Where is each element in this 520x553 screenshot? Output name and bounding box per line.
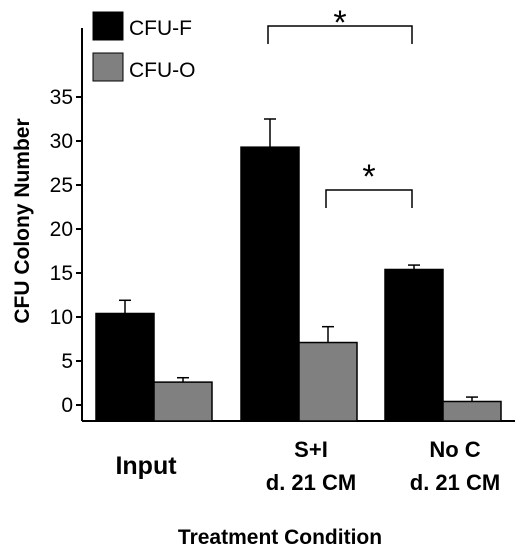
- y-tick-label: 0: [61, 394, 73, 417]
- bar-cfu-o: [153, 381, 213, 422]
- category-label: Input: [115, 452, 177, 480]
- y-tick-label: 30: [50, 130, 73, 153]
- y-tick-label: 35: [50, 86, 73, 109]
- x-axis-title: Treatment Condition: [178, 526, 382, 549]
- legend-swatch-cfu-o: [92, 52, 124, 82]
- significance-star: *: [333, 4, 346, 42]
- category-label: No C: [429, 437, 480, 462]
- category-label: S+I: [294, 437, 328, 462]
- y-axis-title: CFU Colony Number: [11, 118, 34, 323]
- y-tick-label: 25: [50, 174, 73, 197]
- significance-brackets: **: [267, 4, 413, 208]
- category-label: d. 21 CM: [266, 470, 356, 495]
- bar-cfu-f: [240, 146, 300, 422]
- significance-bracket: [325, 189, 413, 208]
- category-label: d. 21 CM: [410, 470, 500, 495]
- legend-label-cfu-f: CFU-F: [129, 17, 192, 40]
- bars: [95, 146, 502, 422]
- bar-cfu-f: [95, 312, 155, 422]
- legend: CFU-F CFU-O: [92, 11, 196, 82]
- bar-cfu-o: [442, 400, 502, 422]
- category-labels: Input S+I d. 21 CM No C d. 21 CM: [115, 437, 500, 495]
- y-tick-label: 20: [50, 218, 73, 241]
- bar-cfu-o: [298, 341, 358, 422]
- y-tick-label: 10: [50, 306, 73, 329]
- error-bars: [119, 118, 478, 402]
- significance-bracket: [267, 25, 413, 44]
- y-tick-label: 5: [61, 350, 73, 373]
- legend-label-cfu-o: CFU-O: [129, 59, 196, 82]
- y-tick-label: 15: [50, 262, 73, 285]
- y-ticks: 0 5 10 15 20 25 30 35: [50, 86, 82, 417]
- bar-cfu-f: [384, 268, 444, 422]
- legend-swatch-cfu-f: [92, 11, 124, 41]
- significance-star: *: [362, 158, 375, 196]
